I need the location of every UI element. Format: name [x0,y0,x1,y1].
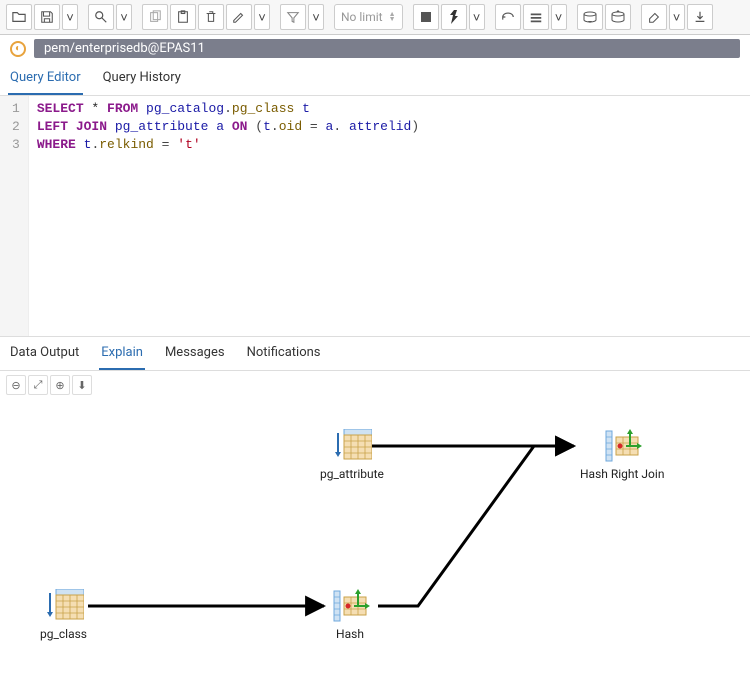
download-button[interactable] [687,4,713,30]
delete-button[interactable] [198,4,224,30]
plan-node-label: Hash [330,627,370,641]
paste-button[interactable] [170,4,196,30]
tab-data-output[interactable]: Data Output [8,337,81,370]
editor-tabs: Query Editor Query History [0,62,750,96]
code-area[interactable]: SELECT * FROM pg_catalog.pg_class tLEFT … [29,96,427,336]
save-dropdown[interactable]: ˅ [62,4,78,30]
copy-button[interactable] [142,4,168,30]
edit-button[interactable] [226,4,252,30]
download-plan-button[interactable]: ⬇ [72,375,92,395]
connection-label[interactable]: pem/enterprisedb@EPAS11 [34,39,740,58]
edit-dropdown[interactable]: ˅ [254,4,270,30]
plan-node-pg_class[interactable]: pg_class [40,589,87,641]
connection-status-icon: ◐ [10,41,26,57]
stop-button[interactable] [413,4,439,30]
commit-button[interactable] [577,4,603,30]
tab-notifications[interactable]: Notifications [245,337,323,370]
zoom-in-button[interactable]: ⊕ [50,375,70,395]
clear-dropdown[interactable]: ˅ [669,4,685,30]
tab-explain[interactable]: Explain [99,337,145,370]
row-limit-label: No limit [341,10,383,24]
rollback-button[interactable] [605,4,631,30]
plan-node-pg_attribute[interactable]: pg_attribute [320,429,384,481]
find-dropdown[interactable]: ˅ [116,4,132,30]
plan-node-hash[interactable]: Hash [330,589,370,641]
plan-node-label: pg_attribute [320,467,384,481]
execute-dropdown[interactable]: ˅ [469,4,485,30]
clear-button[interactable] [641,4,667,30]
explain-button[interactable] [495,4,521,30]
line-gutter: 123 [0,96,29,336]
zoom-fit-button[interactable]: ⤢ [28,375,48,395]
explain-canvas[interactable]: pg_class pg_attribute Hash Hash Right Jo… [0,399,750,679]
filter-button[interactable] [280,4,306,30]
plan-node-label: Hash Right Join [580,467,664,481]
connection-bar: ◐ pem/enterprisedb@EPAS11 [0,35,750,62]
zoom-out-button[interactable]: ⊖ [6,375,26,395]
plan-node-hashjoin[interactable]: Hash Right Join [580,429,664,481]
find-button[interactable] [88,4,114,30]
save-button[interactable] [34,4,60,30]
explain-options-dropdown[interactable]: ˅ [551,4,567,30]
plan-node-label: pg_class [40,627,87,641]
open-file-button[interactable] [6,4,32,30]
explain-options-button[interactable] [523,4,549,30]
filter-dropdown[interactable]: ˅ [308,4,324,30]
output-tabs: Data Output Explain Messages Notifications [0,336,750,371]
query-editor[interactable]: 123 SELECT * FROM pg_catalog.pg_class tL… [0,96,750,336]
tab-query-editor[interactable]: Query Editor [8,62,83,95]
stepper-icon: ▲▼ [389,12,396,22]
tab-query-history[interactable]: Query History [101,62,183,95]
tab-messages[interactable]: Messages [163,337,227,370]
main-toolbar: ˅ ˅ ˅ ˅ No limit ▲▼ ˅ ˅ ˅ [0,0,750,35]
row-limit-select[interactable]: No limit ▲▼ [334,4,403,30]
explain-toolbar: ⊖ ⤢ ⊕ ⬇ [0,371,750,399]
execute-button[interactable] [441,4,467,30]
